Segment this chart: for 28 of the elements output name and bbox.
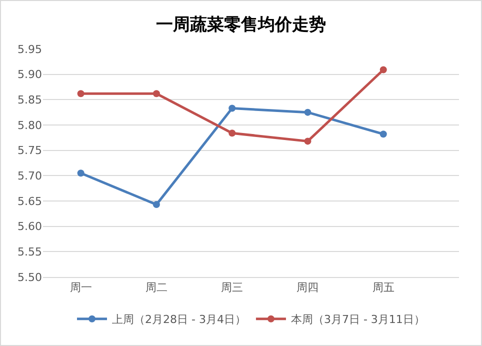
y-tick-label: 5.85 xyxy=(18,94,42,107)
x-tick-label: 周一 xyxy=(70,281,92,294)
y-tick-label: 5.60 xyxy=(18,220,42,234)
y-tick-label: 5.65 xyxy=(18,194,42,208)
y-tick-label: 5.75 xyxy=(18,144,42,158)
legend-label: 本周（3月7日 - 3月11日） xyxy=(290,313,425,326)
point xyxy=(304,138,312,145)
point xyxy=(152,90,160,98)
y-tick-label: 5.80 xyxy=(18,118,42,132)
y-tick-label: 5.70 xyxy=(18,170,42,183)
point xyxy=(77,90,84,98)
x-tick-label: 周四 xyxy=(296,281,319,294)
y-tick-label: 5.50 xyxy=(18,270,42,284)
x-tick-label: 周三 xyxy=(221,281,244,294)
point xyxy=(304,108,312,116)
point xyxy=(152,201,160,208)
point xyxy=(77,170,84,177)
y-tick-label: 5.55 xyxy=(18,246,42,259)
legend-label: 上周（2月28日 - 3月4日） xyxy=(112,313,246,326)
point xyxy=(380,66,387,74)
x-tick-label: 周二 xyxy=(145,281,168,294)
chart-title: 一周蔬菜零售均价走势 xyxy=(156,15,326,36)
y-tick-label: 5.95 xyxy=(18,42,42,56)
point xyxy=(228,104,236,112)
point xyxy=(228,130,236,137)
y-tick-label: 5.90 xyxy=(18,68,42,82)
x-tick-label: 周五 xyxy=(372,281,394,294)
point xyxy=(380,130,387,138)
